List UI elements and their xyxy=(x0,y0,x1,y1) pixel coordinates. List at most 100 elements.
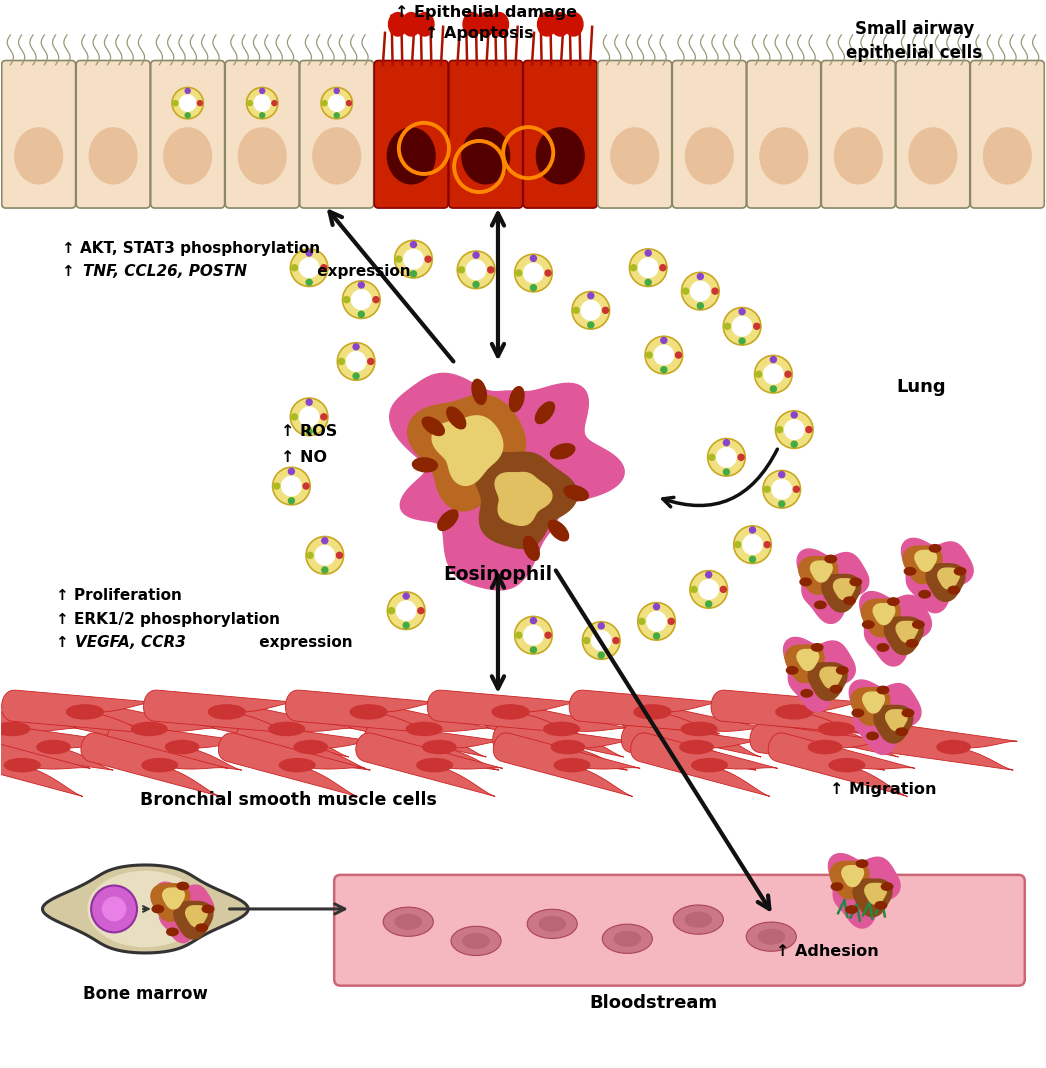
Ellipse shape xyxy=(423,418,445,436)
Ellipse shape xyxy=(740,309,745,315)
Polygon shape xyxy=(151,883,189,922)
Polygon shape xyxy=(860,592,931,666)
Ellipse shape xyxy=(646,612,666,631)
Ellipse shape xyxy=(699,580,719,599)
Ellipse shape xyxy=(539,916,565,931)
Polygon shape xyxy=(0,724,117,770)
Ellipse shape xyxy=(867,733,879,740)
Ellipse shape xyxy=(321,265,326,270)
Ellipse shape xyxy=(743,535,763,554)
Ellipse shape xyxy=(698,273,703,280)
Text: ↑ Proliferation: ↑ Proliferation xyxy=(55,588,182,603)
Polygon shape xyxy=(482,701,630,757)
FancyBboxPatch shape xyxy=(300,61,373,208)
Ellipse shape xyxy=(584,638,590,644)
Ellipse shape xyxy=(415,13,434,36)
Ellipse shape xyxy=(291,249,327,286)
Polygon shape xyxy=(156,882,213,943)
Polygon shape xyxy=(711,690,864,734)
Ellipse shape xyxy=(410,271,416,277)
Ellipse shape xyxy=(328,95,345,111)
FancyBboxPatch shape xyxy=(821,61,895,208)
Polygon shape xyxy=(831,861,869,899)
Ellipse shape xyxy=(829,758,865,772)
Text: ↑: ↑ xyxy=(62,265,79,280)
Polygon shape xyxy=(822,575,861,612)
Ellipse shape xyxy=(166,928,178,936)
Ellipse shape xyxy=(723,308,760,345)
Ellipse shape xyxy=(683,288,688,294)
Ellipse shape xyxy=(351,289,371,310)
Ellipse shape xyxy=(572,292,610,329)
Ellipse shape xyxy=(907,640,917,647)
Polygon shape xyxy=(631,733,777,797)
Polygon shape xyxy=(495,472,552,525)
Polygon shape xyxy=(0,733,90,797)
Ellipse shape xyxy=(909,128,957,184)
Ellipse shape xyxy=(473,252,479,258)
Polygon shape xyxy=(143,690,297,734)
Ellipse shape xyxy=(983,128,1031,184)
Ellipse shape xyxy=(721,586,726,593)
Ellipse shape xyxy=(473,282,479,287)
Ellipse shape xyxy=(645,250,652,256)
Polygon shape xyxy=(569,690,722,734)
Ellipse shape xyxy=(248,100,252,106)
Ellipse shape xyxy=(763,471,800,508)
Polygon shape xyxy=(820,668,842,688)
Ellipse shape xyxy=(850,578,862,585)
Ellipse shape xyxy=(787,666,798,674)
Ellipse shape xyxy=(472,379,486,405)
Ellipse shape xyxy=(611,128,659,184)
Text: TNF, CCL26, POSTN: TNF, CCL26, POSTN xyxy=(83,265,247,280)
Polygon shape xyxy=(896,622,917,642)
Ellipse shape xyxy=(709,454,714,460)
Ellipse shape xyxy=(412,458,437,472)
Ellipse shape xyxy=(516,270,522,276)
Text: VEGFA, CCR3: VEGFA, CCR3 xyxy=(75,635,186,650)
Ellipse shape xyxy=(538,13,556,36)
Text: ↑ ERK1/2 phosphorylation: ↑ ERK1/2 phosphorylation xyxy=(55,612,279,627)
Polygon shape xyxy=(356,733,503,797)
Ellipse shape xyxy=(515,616,552,654)
Ellipse shape xyxy=(198,100,202,106)
FancyBboxPatch shape xyxy=(673,61,746,208)
Ellipse shape xyxy=(208,705,245,719)
Ellipse shape xyxy=(661,366,667,373)
FancyArrowPatch shape xyxy=(663,450,777,507)
Ellipse shape xyxy=(654,633,660,639)
Ellipse shape xyxy=(837,666,848,674)
Ellipse shape xyxy=(598,653,605,658)
Polygon shape xyxy=(390,374,624,590)
Ellipse shape xyxy=(735,541,741,548)
Ellipse shape xyxy=(406,722,442,736)
Polygon shape xyxy=(344,701,493,757)
Ellipse shape xyxy=(344,297,349,302)
Polygon shape xyxy=(915,550,936,571)
Ellipse shape xyxy=(15,128,63,184)
Ellipse shape xyxy=(306,536,343,575)
Ellipse shape xyxy=(303,483,309,489)
Ellipse shape xyxy=(315,546,335,565)
Ellipse shape xyxy=(832,883,843,891)
Ellipse shape xyxy=(602,924,653,954)
FancyBboxPatch shape xyxy=(76,61,151,208)
Ellipse shape xyxy=(37,740,70,754)
Ellipse shape xyxy=(530,617,537,624)
Ellipse shape xyxy=(937,740,971,754)
Ellipse shape xyxy=(396,601,416,621)
Ellipse shape xyxy=(954,567,965,575)
Ellipse shape xyxy=(725,324,730,329)
Ellipse shape xyxy=(313,128,361,184)
Polygon shape xyxy=(797,649,819,671)
Ellipse shape xyxy=(490,13,508,36)
Text: ↑ Adhesion: ↑ Adhesion xyxy=(776,944,879,959)
Text: ↑ NO: ↑ NO xyxy=(281,450,327,465)
Ellipse shape xyxy=(185,113,190,117)
Text: ↑ ROS: ↑ ROS xyxy=(281,424,337,439)
Ellipse shape xyxy=(645,280,652,285)
FancyBboxPatch shape xyxy=(334,875,1025,986)
Ellipse shape xyxy=(770,357,776,362)
Ellipse shape xyxy=(238,128,286,184)
Ellipse shape xyxy=(321,413,326,420)
